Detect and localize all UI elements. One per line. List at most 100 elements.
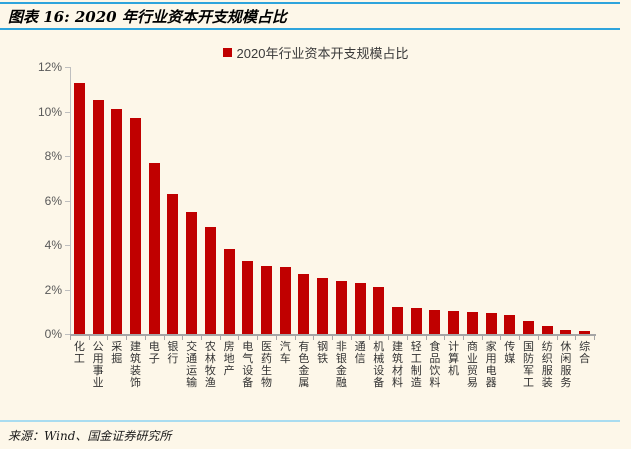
x-axis-tick bbox=[219, 335, 221, 340]
x-axis-tick bbox=[388, 335, 390, 340]
x-axis-label: 有色金属 bbox=[298, 341, 310, 389]
y-axis-tick bbox=[65, 334, 70, 335]
x-axis-tick bbox=[163, 335, 165, 340]
bar bbox=[541, 326, 553, 334]
bar bbox=[429, 309, 441, 334]
x-axis-tick bbox=[350, 335, 352, 340]
x-axis-tick bbox=[556, 335, 558, 340]
y-axis-tick bbox=[65, 156, 70, 157]
x-axis-label: 商业贸易 bbox=[466, 341, 478, 389]
y-axis-tick bbox=[65, 200, 70, 202]
x-axis-tick bbox=[463, 335, 464, 340]
x-axis-label: 家用电器 bbox=[485, 341, 497, 389]
y-axis-tick bbox=[65, 111, 70, 113]
bar bbox=[204, 227, 216, 334]
bar bbox=[223, 249, 235, 334]
x-axis-tick bbox=[294, 335, 296, 340]
title-underline bbox=[0, 28, 620, 30]
figure-title: 图表 16: 2020 年行业资本开支规模占比 bbox=[8, 8, 287, 26]
x-axis-tick bbox=[275, 335, 277, 340]
x-axis-label: 钢铁 bbox=[317, 341, 329, 365]
x-axis-tick bbox=[70, 335, 71, 340]
bar bbox=[73, 82, 85, 334]
x-axis-tick bbox=[144, 335, 146, 340]
bar bbox=[410, 308, 422, 334]
x-axis-label: 银行 bbox=[167, 341, 179, 365]
bar bbox=[504, 315, 516, 334]
x-axis-label: 公用事业 bbox=[92, 341, 104, 389]
bar bbox=[167, 193, 179, 334]
bar bbox=[92, 100, 104, 334]
bar bbox=[186, 211, 198, 334]
legend-square-icon bbox=[222, 47, 232, 57]
bar bbox=[523, 320, 534, 334]
x-axis-tick bbox=[313, 335, 315, 340]
bar bbox=[298, 273, 310, 334]
x-axis-label: 通信 bbox=[354, 341, 366, 365]
bar bbox=[148, 162, 160, 334]
chart-legend: 2020年行业资本开支规模占比 bbox=[0, 44, 631, 61]
x-axis-tick bbox=[594, 335, 595, 340]
y-axis-tick-label: 0% bbox=[44, 327, 62, 341]
y-axis-tick-label: 10% bbox=[37, 104, 62, 119]
x-axis-label: 建筑装饰 bbox=[130, 341, 141, 389]
x-axis-tick bbox=[444, 335, 446, 340]
bar bbox=[279, 267, 291, 335]
x-axis-label: 计算机 bbox=[448, 341, 460, 377]
bar bbox=[466, 311, 478, 335]
x-axis-label: 电子 bbox=[148, 341, 160, 365]
y-axis-tick-label: 6% bbox=[44, 193, 62, 208]
legend-label: 2020年行业资本开支规模占比 bbox=[236, 45, 409, 61]
bar bbox=[448, 310, 460, 334]
y-axis-tick-label: 8% bbox=[44, 149, 62, 163]
x-axis-tick bbox=[257, 335, 259, 340]
footer-divider-line bbox=[0, 420, 620, 422]
bar bbox=[485, 312, 497, 334]
x-axis-label: 国防军工 bbox=[523, 341, 534, 389]
x-axis-label: 农林牧渔 bbox=[204, 341, 216, 389]
bar bbox=[261, 266, 272, 334]
x-axis-label: 食品饮料 bbox=[429, 341, 441, 389]
x-axis-label: 电气设备 bbox=[242, 341, 254, 389]
x-axis-label: 机械设备 bbox=[373, 341, 385, 389]
x-axis-label: 汽车 bbox=[279, 341, 291, 365]
bar bbox=[373, 287, 385, 334]
bar bbox=[130, 118, 141, 334]
x-axis-tick bbox=[406, 335, 408, 340]
bar bbox=[354, 282, 366, 334]
x-axis-label: 医药生物 bbox=[261, 341, 272, 389]
x-axis-tick bbox=[481, 335, 483, 340]
bar bbox=[392, 307, 403, 334]
x-axis-label: 轻工制造 bbox=[410, 341, 422, 389]
x-axis-line bbox=[70, 334, 596, 336]
bar bbox=[579, 330, 591, 334]
x-axis-label: 休闲服务 bbox=[560, 341, 572, 389]
x-axis-tick bbox=[126, 335, 128, 340]
x-axis-tick bbox=[575, 335, 577, 340]
x-axis-tick bbox=[369, 335, 371, 340]
x-axis-label: 传媒 bbox=[504, 341, 516, 365]
x-axis-tick bbox=[201, 335, 202, 340]
x-axis-label: 采掘 bbox=[111, 341, 123, 365]
y-axis-line bbox=[70, 67, 71, 334]
x-axis-tick bbox=[332, 335, 333, 340]
bar bbox=[335, 280, 347, 334]
x-axis-tick bbox=[88, 335, 90, 340]
x-axis-label: 交通运输 bbox=[186, 341, 198, 389]
x-axis-tick bbox=[537, 335, 539, 340]
x-axis-label: 房地产 bbox=[223, 341, 235, 377]
source-note: 来源：Wind、国金证券研究所 bbox=[8, 429, 172, 443]
y-axis-tick-label: 4% bbox=[44, 238, 62, 252]
x-axis-tick bbox=[519, 335, 521, 340]
y-axis-tick bbox=[65, 245, 70, 246]
bar bbox=[242, 260, 254, 334]
x-axis-label: 化工 bbox=[73, 341, 85, 365]
x-axis-label: 综合 bbox=[579, 341, 591, 365]
x-axis-tick bbox=[107, 335, 109, 340]
x-axis-tick bbox=[500, 335, 502, 340]
top-border-line bbox=[0, 2, 620, 4]
bar bbox=[111, 109, 123, 334]
y-axis-tick bbox=[65, 67, 70, 68]
